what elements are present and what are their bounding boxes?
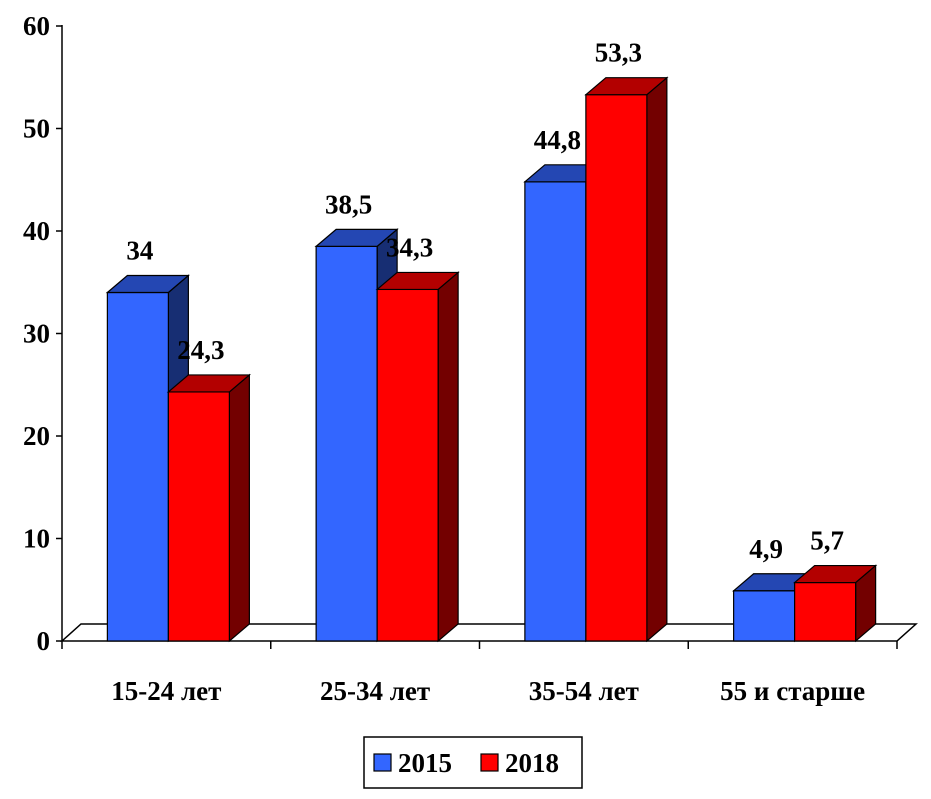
bar-side-face <box>646 76 668 643</box>
bar <box>167 391 230 642</box>
data-label: 38,5 <box>325 189 372 219</box>
y-tick-label: 50 <box>23 114 50 144</box>
data-label: 4,9 <box>749 534 783 564</box>
y-tick-label: 10 <box>23 524 50 554</box>
bar-top-face <box>792 564 878 584</box>
data-label: 34,3 <box>386 232 433 262</box>
x-category-label: 55 и старше <box>720 676 865 706</box>
legend-swatch <box>480 753 499 772</box>
legend-swatch <box>373 753 392 772</box>
bar <box>585 94 648 642</box>
x-category-label: 35-54 лет <box>529 676 639 706</box>
data-label: 53,3 <box>595 38 642 68</box>
bar <box>315 245 378 642</box>
chart-bars <box>105 76 878 643</box>
chart-labels: 34 24,3 15-24 лет 38,5 34,3 25-34 лет 44,8 53,3… <box>111 38 865 706</box>
data-label: 24,3 <box>177 335 224 365</box>
bar <box>794 581 857 642</box>
bar-side-face <box>228 373 250 643</box>
bar-top-face <box>105 274 191 294</box>
bar-side-face <box>437 271 459 643</box>
bar <box>733 590 796 642</box>
x-category-label: 15-24 лет <box>111 676 221 706</box>
chart-axes: 0 10 20 30 40 50 60 <box>23 11 898 656</box>
bar-top-face <box>314 228 399 247</box>
chart-legend: 2015 2018 <box>363 736 583 789</box>
bar-top-face <box>375 271 460 291</box>
bar-top-face <box>166 374 252 393</box>
bar-top-face <box>584 77 669 96</box>
data-label: 5,7 <box>810 526 844 556</box>
y-tick-label: 0 <box>37 626 51 656</box>
legend-label: 2018 <box>505 748 559 778</box>
legend-box <box>363 736 583 789</box>
bar <box>376 288 439 642</box>
legend-label: 2015 <box>398 748 452 778</box>
data-label: 34 <box>126 236 153 266</box>
y-tick-label: 40 <box>23 216 50 246</box>
y-tick-label: 20 <box>23 421 50 451</box>
data-label: 44,8 <box>534 125 581 155</box>
x-category-label: 25-34 лет <box>320 676 430 706</box>
y-tick-label: 30 <box>23 319 50 349</box>
bar <box>106 291 169 642</box>
y-tick-label: 60 <box>23 11 50 41</box>
bar <box>524 181 587 642</box>
